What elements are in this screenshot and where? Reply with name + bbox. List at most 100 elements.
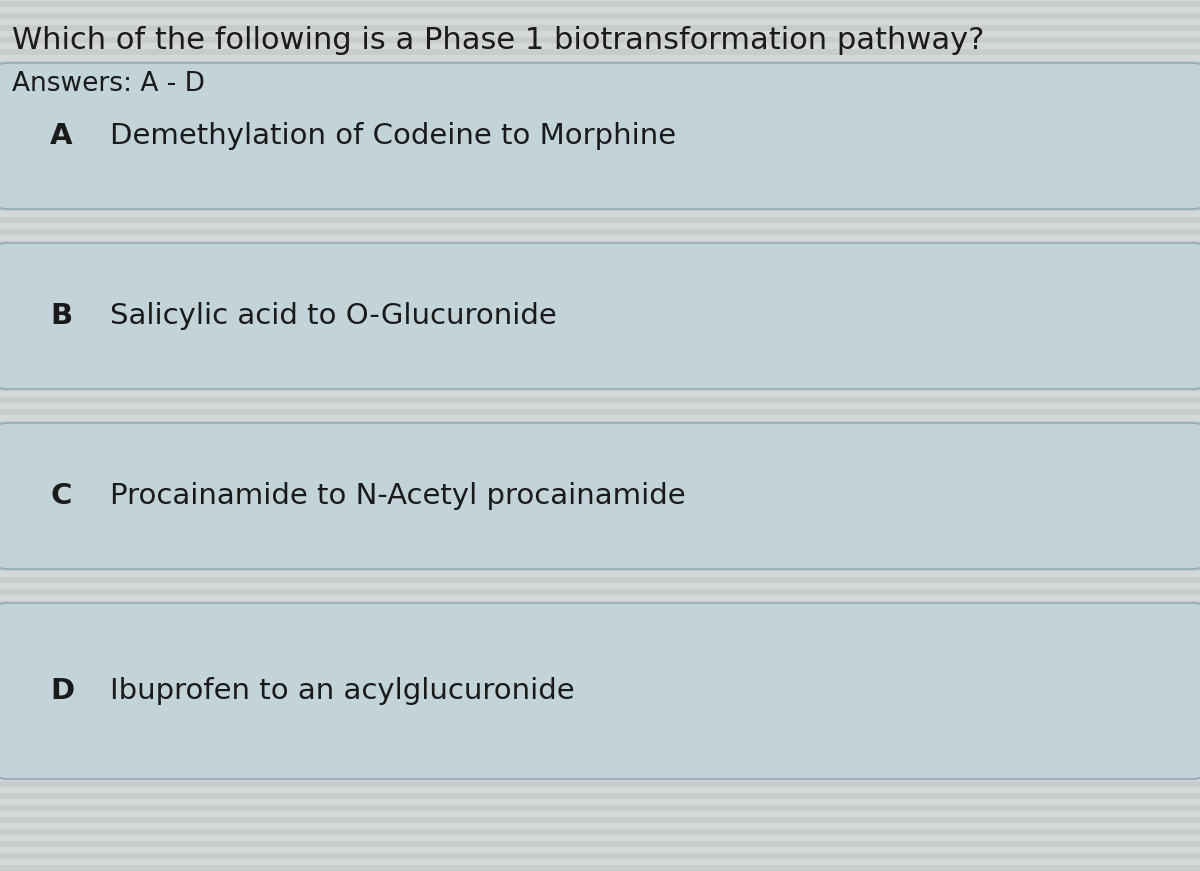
Bar [5,477,1195,481]
Bar [5,77,1195,81]
Bar [5,251,1195,253]
Bar [0,553,1200,559]
Bar [0,637,1200,643]
Bar [5,93,1195,97]
Bar [0,229,1200,235]
Bar [5,437,1195,441]
Text: Salicylic acid to O-Glucuronide: Salicylic acid to O-Glucuronide [110,302,557,330]
Bar [0,745,1200,751]
Bar [5,525,1195,529]
Bar [5,71,1195,73]
Bar [5,181,1195,185]
Bar [5,493,1195,497]
Bar [0,457,1200,463]
Bar [0,37,1200,43]
Bar [5,485,1195,489]
Bar [0,529,1200,535]
Bar [0,301,1200,307]
Bar [5,257,1195,261]
FancyBboxPatch shape [0,63,1200,209]
Bar [0,85,1200,91]
Bar [5,189,1195,193]
Bar [0,193,1200,199]
Bar [5,321,1195,325]
Bar [5,549,1195,553]
Bar [5,297,1195,301]
Bar [0,793,1200,799]
Text: B: B [50,302,72,330]
Text: C: C [50,482,71,510]
Bar [0,1,1200,7]
Bar [0,217,1200,223]
Bar [0,721,1200,727]
Bar [5,305,1195,309]
Bar [5,743,1195,747]
Bar [0,97,1200,103]
Bar [0,385,1200,391]
Bar [5,197,1195,201]
Bar [0,181,1200,187]
Bar [5,517,1195,521]
Bar [0,109,1200,115]
Bar [0,517,1200,523]
Bar [0,121,1200,127]
Bar [5,623,1195,627]
Bar [5,337,1195,341]
Bar [5,141,1195,145]
Bar [5,133,1195,137]
Bar [0,337,1200,343]
Bar [5,165,1195,169]
Text: D: D [50,677,74,705]
Bar [5,173,1195,177]
Text: A: A [50,122,72,150]
Bar [5,719,1195,723]
Bar [0,853,1200,859]
Bar [0,73,1200,79]
FancyBboxPatch shape [0,243,1200,389]
Bar [0,205,1200,211]
Bar [0,577,1200,583]
Bar [0,769,1200,775]
Bar [0,697,1200,703]
Bar [5,369,1195,373]
Bar [0,829,1200,835]
Bar [5,631,1195,635]
Bar [5,109,1195,113]
Bar [5,655,1195,659]
Bar [0,265,1200,271]
Text: Procainamide to N-Acetyl procainamide: Procainamide to N-Acetyl procainamide [110,482,685,510]
Bar [0,493,1200,499]
Bar [0,361,1200,367]
Bar [5,453,1195,457]
Bar [0,133,1200,139]
Bar [5,281,1195,285]
Bar [0,433,1200,439]
Bar [0,469,1200,475]
Bar [5,431,1195,433]
Text: Ibuprofen to an acylglucuronide: Ibuprofen to an acylglucuronide [110,677,575,705]
Bar [0,601,1200,607]
Bar [5,759,1195,763]
Bar [0,817,1200,823]
Bar [5,501,1195,505]
Bar [5,85,1195,89]
Bar [0,649,1200,655]
Bar [5,735,1195,739]
Bar [5,533,1195,537]
Bar [0,661,1200,667]
Bar [5,703,1195,707]
Bar [5,679,1195,683]
Bar [0,61,1200,67]
Bar [5,461,1195,465]
Bar [5,289,1195,293]
Bar [0,325,1200,331]
Bar [5,727,1195,731]
Bar [5,353,1195,357]
Bar [0,313,1200,319]
Bar [5,329,1195,333]
Bar [5,265,1195,269]
Bar [0,865,1200,871]
Bar [5,125,1195,129]
Bar [5,557,1195,561]
Bar [0,709,1200,715]
